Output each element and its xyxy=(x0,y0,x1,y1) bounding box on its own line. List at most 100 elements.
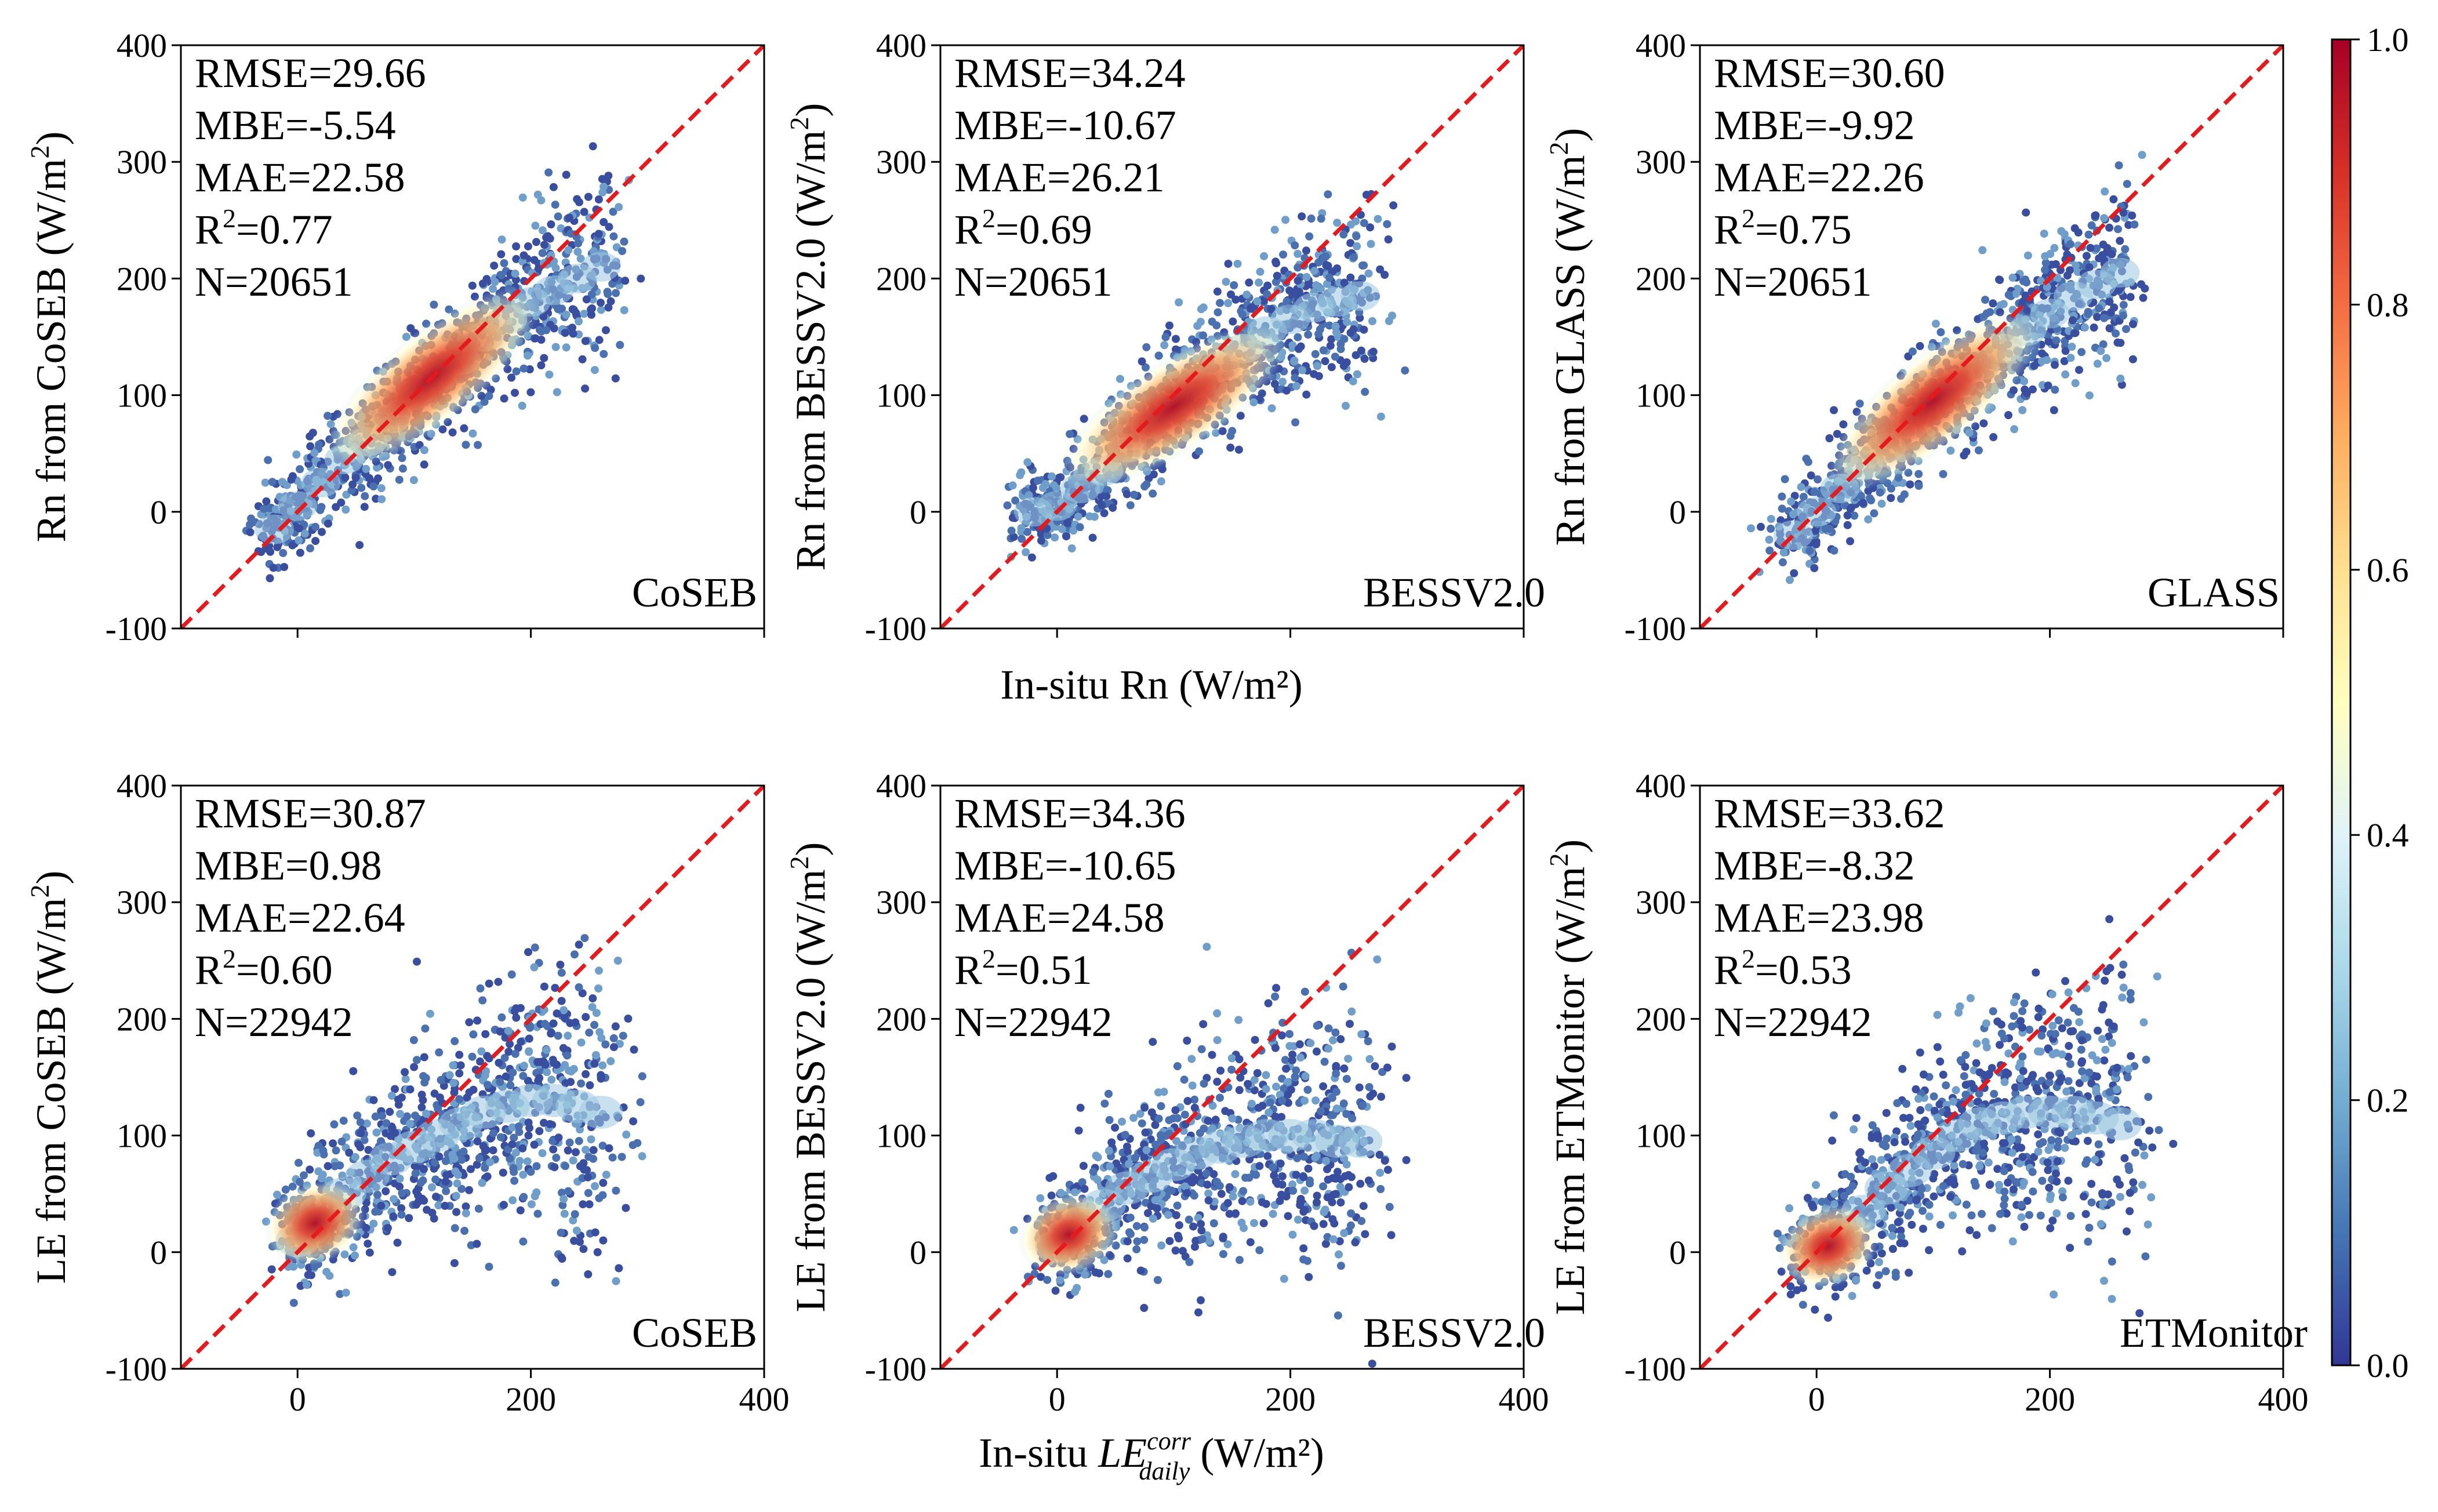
scatter-point xyxy=(1132,1245,1141,1253)
y-tick-label: -100 xyxy=(865,610,926,648)
scatter-point xyxy=(1906,480,1914,489)
scatter-point xyxy=(1360,219,1368,227)
scatter-point xyxy=(1129,490,1138,499)
scatter-point xyxy=(2004,290,2013,299)
scatter-point xyxy=(620,306,628,314)
scatter-point xyxy=(273,1190,281,1199)
scatter-point xyxy=(462,441,470,449)
scatter-point xyxy=(2084,310,2092,318)
y-tick-label: 200 xyxy=(117,260,167,297)
scatter-point xyxy=(1825,434,1834,442)
scatter-point xyxy=(307,1271,315,1280)
scatter-point xyxy=(552,1154,561,1162)
scatter-point xyxy=(382,1119,391,1128)
scatter-point xyxy=(630,1045,638,1054)
scatter-point xyxy=(1374,215,1382,223)
density-band xyxy=(1773,520,1813,550)
scatter-point xyxy=(532,1162,541,1171)
scatter-point xyxy=(511,270,519,278)
scatter-point xyxy=(602,326,610,335)
scatter-point xyxy=(581,337,590,346)
scatter-point xyxy=(1142,343,1151,351)
scatter-point xyxy=(1350,253,1358,261)
scatter-point xyxy=(587,1135,595,1144)
scatter-point xyxy=(473,1240,481,1248)
scatter-point xyxy=(246,528,255,536)
scatter-point xyxy=(557,1228,565,1237)
scatter-point xyxy=(514,1044,522,1052)
scatter-point xyxy=(2085,263,2094,272)
scatter-point xyxy=(590,366,599,375)
scatter-point xyxy=(1121,1131,1129,1139)
y-tick-label: 100 xyxy=(117,1117,167,1155)
scatter-point xyxy=(2109,195,2118,203)
scatter-point xyxy=(1401,366,1409,375)
density-core xyxy=(264,1180,366,1266)
scatter-point xyxy=(1097,492,1106,500)
scatter-point xyxy=(1333,219,1342,227)
scatter-point xyxy=(519,1193,528,1201)
scatter-point xyxy=(622,1204,630,1212)
scatter-point xyxy=(2043,283,2051,292)
scatter-point xyxy=(1333,264,1342,272)
scatter-point xyxy=(296,1282,305,1290)
scatter-point xyxy=(2068,316,2077,325)
scatter-point xyxy=(495,1059,503,1067)
scatter-point xyxy=(1183,1188,1191,1197)
y-axis-label: Rn from GLASS (W/m2) xyxy=(1544,128,1593,546)
scatter-point xyxy=(1098,501,1106,510)
density-band xyxy=(301,468,341,497)
scatter-point xyxy=(1864,515,1873,524)
scatter-point xyxy=(351,1153,359,1161)
scatter-point xyxy=(1812,540,1821,548)
scatter-point xyxy=(302,1281,311,1289)
scatter-point xyxy=(1989,433,1998,441)
scatter-point xyxy=(562,310,571,319)
scatter-point xyxy=(445,1071,454,1080)
scatter-point xyxy=(431,1175,440,1184)
scatter-point xyxy=(582,295,591,304)
y-tick-label: 0 xyxy=(150,493,167,531)
scatter-point xyxy=(1041,479,1050,488)
scatter-point xyxy=(349,1067,358,1075)
y-tick-label: 300 xyxy=(876,143,926,181)
scatter-point xyxy=(551,201,559,209)
scatter-point xyxy=(354,1140,363,1148)
panels: -1000100200300400RMSE=29.66MBE=-5.54MAE=… xyxy=(25,27,2309,1418)
scatter-point xyxy=(561,329,569,337)
scatter-point xyxy=(1979,419,1988,428)
scatter-point xyxy=(504,1048,513,1056)
scatter-point xyxy=(2119,208,2128,217)
scatter-point xyxy=(546,1120,554,1128)
scatter-point xyxy=(1340,335,1349,343)
scatter-point xyxy=(295,1158,303,1167)
scatter-point xyxy=(1090,513,1099,521)
scatter-point xyxy=(295,536,303,545)
scatter-point xyxy=(1183,1037,1191,1045)
scatter-point xyxy=(599,1236,608,1245)
scatter-point xyxy=(486,1158,495,1166)
scatter-point xyxy=(609,208,617,216)
scatter-point xyxy=(1843,521,1852,529)
scatter-point xyxy=(1106,1162,1114,1171)
scatter-point xyxy=(550,1163,559,1172)
density-band xyxy=(278,491,318,521)
scatter-point xyxy=(1281,216,1290,224)
scatter-point xyxy=(1865,494,1874,503)
scatter-point xyxy=(2138,151,2146,159)
scatter-point xyxy=(1093,1153,1102,1162)
scatter-point xyxy=(497,235,506,244)
scatter-point xyxy=(2086,243,2095,252)
scatter-point xyxy=(538,249,547,257)
scatter-point xyxy=(497,250,506,259)
stat-line: RMSE=30.87 xyxy=(195,790,426,837)
scatter-point xyxy=(1384,235,1393,243)
scatter-point xyxy=(557,997,566,1005)
scatter-point xyxy=(1304,330,1313,339)
scatter-point xyxy=(388,1268,397,1277)
scatter-point xyxy=(507,373,516,382)
scatter-point xyxy=(1353,370,1361,379)
scatter-point xyxy=(1167,1186,1176,1195)
scatter-point xyxy=(592,1009,601,1017)
scatter-point xyxy=(2122,325,2130,333)
